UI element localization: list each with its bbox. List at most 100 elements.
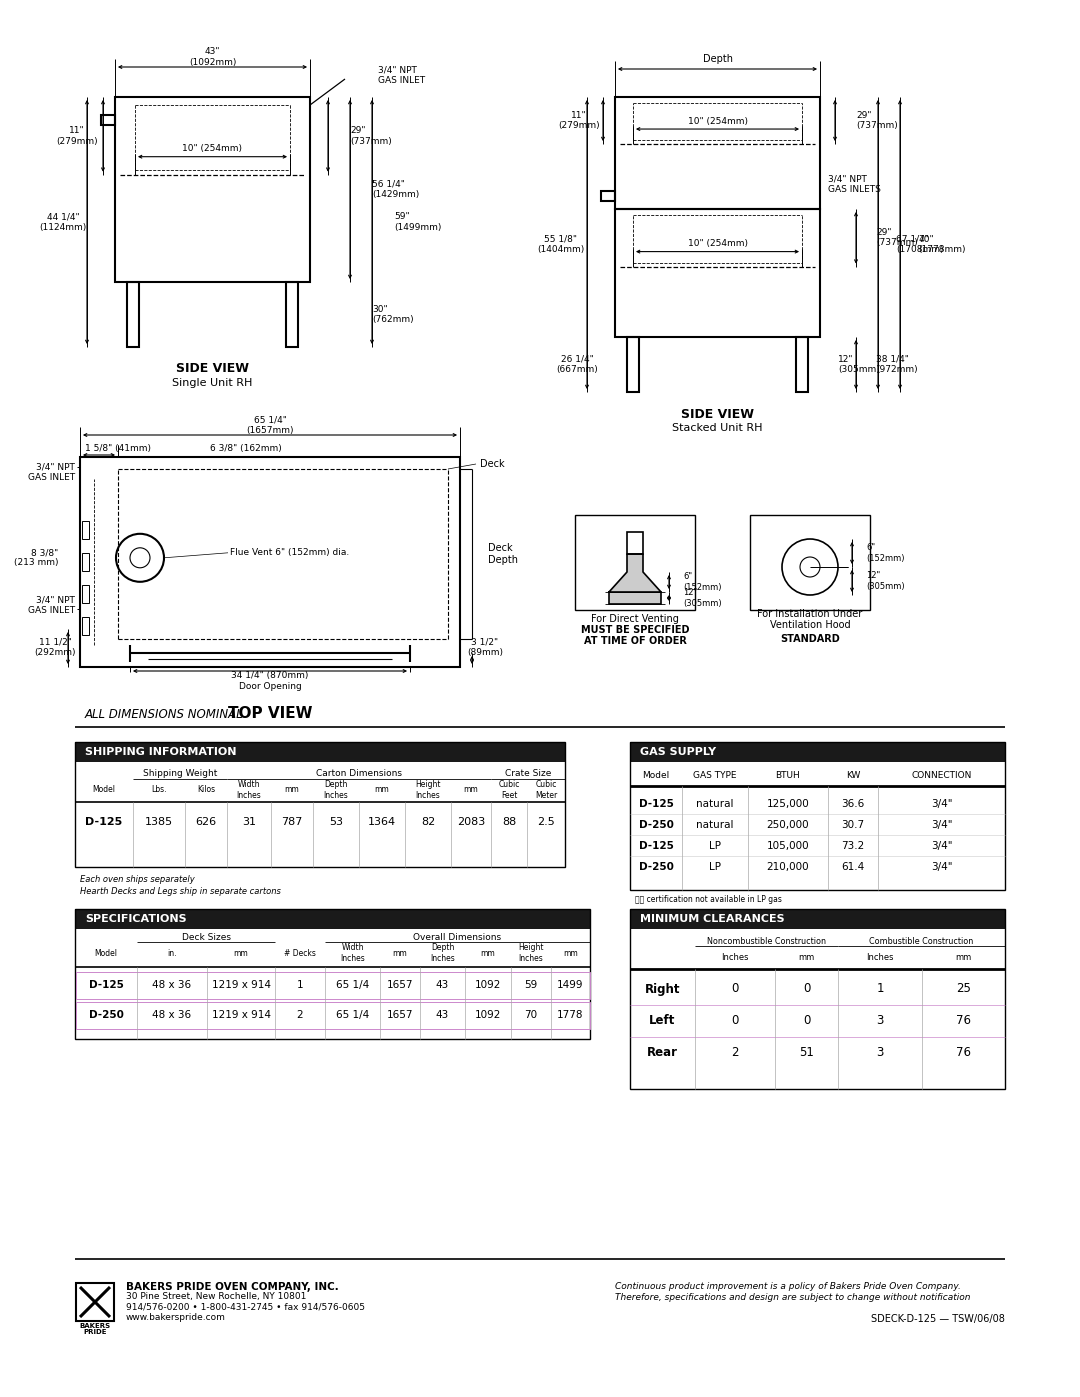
Text: 70"
(1778mm): 70" (1778mm) (918, 235, 966, 254)
Bar (75, 742, 565, 761)
Text: 48 x 36: 48 x 36 (152, 1010, 191, 1020)
Bar (630, 909, 1005, 1090)
Text: 8 3/8"
(213 mm): 8 3/8" (213 mm) (13, 548, 58, 567)
Text: 34 1/4" (870mm)
Door Opening: 34 1/4" (870mm) Door Opening (231, 672, 309, 690)
Text: KW: KW (846, 771, 860, 780)
Text: Model: Model (93, 785, 116, 795)
Text: 0: 0 (802, 1014, 810, 1028)
Text: SIDE VIEW: SIDE VIEW (176, 362, 249, 376)
Text: natural: natural (697, 799, 733, 809)
Text: Continuous product improvement is a policy of Bakers Pride Oven Company.
Therefo: Continuous product improvement is a poli… (615, 1282, 971, 1302)
Text: SHIPPING INFORMATION: SHIPPING INFORMATION (85, 747, 237, 757)
Text: Single Unit RH: Single Unit RH (173, 379, 253, 388)
Text: mm: mm (233, 949, 248, 957)
Text: 76: 76 (956, 1046, 971, 1059)
Bar (600, 191, 615, 201)
Text: D-125: D-125 (89, 981, 123, 990)
Text: 30 Pine Street, New Rochelle, NY 10801: 30 Pine Street, New Rochelle, NY 10801 (126, 1292, 307, 1302)
Text: Rear: Rear (647, 1046, 678, 1059)
Text: BTUH: BTUH (775, 771, 800, 780)
Text: 3: 3 (876, 1014, 883, 1028)
Text: 29"
(737mm): 29" (737mm) (876, 228, 918, 247)
Text: Model: Model (643, 771, 670, 780)
Text: 3/4" NPT
GAS INLETS: 3/4" NPT GAS INLETS (828, 175, 881, 194)
Text: Deck
Depth: Deck Depth (488, 543, 518, 564)
Text: D-250: D-250 (89, 1010, 123, 1020)
Text: LP: LP (708, 841, 721, 851)
Text: 787: 787 (281, 817, 302, 827)
Text: LP: LP (708, 862, 721, 872)
Text: 30"
(762mm): 30" (762mm) (372, 305, 414, 324)
Text: 10" (254mm): 10" (254mm) (688, 239, 747, 249)
Text: Depth
Inches: Depth Inches (430, 943, 455, 963)
Text: 1: 1 (876, 982, 883, 996)
Text: Noncombustible Construction: Noncombustible Construction (707, 936, 826, 946)
Bar (575, 514, 696, 609)
Text: 65 1/4"
(1657mm): 65 1/4" (1657mm) (246, 415, 294, 434)
Text: For Direct Venting: For Direct Venting (591, 615, 679, 624)
Text: 3 1/2"
(89mm): 3 1/2" (89mm) (467, 637, 503, 657)
Text: mm: mm (563, 949, 578, 957)
Text: Carton Dimensions: Carton Dimensions (316, 770, 402, 778)
Text: 67 1/4"
(1708mm): 67 1/4" (1708mm) (896, 235, 944, 254)
Text: 25: 25 (956, 982, 971, 996)
Text: 48 x 36: 48 x 36 (152, 981, 191, 990)
Text: mm: mm (375, 785, 390, 795)
Text: ⒸⒺ certification not available in LP gas: ⒸⒺ certification not available in LP gas (635, 895, 782, 904)
Bar (750, 514, 870, 609)
Text: SDECK-D-125 — TSW/06/08: SDECK-D-125 — TSW/06/08 (872, 1315, 1005, 1324)
Bar (80, 457, 460, 666)
Text: 11"
(279mm): 11" (279mm) (56, 126, 98, 145)
Text: 51: 51 (799, 1046, 814, 1059)
Text: SIDE VIEW: SIDE VIEW (681, 408, 754, 420)
Text: 1219 x 914: 1219 x 914 (212, 981, 270, 990)
Text: 59"
(1499mm): 59" (1499mm) (394, 212, 442, 232)
Text: Each oven ships separately: Each oven ships separately (80, 875, 194, 883)
Text: 3/4": 3/4" (931, 820, 953, 830)
Text: 3: 3 (876, 1046, 883, 1059)
Bar (76, 1002, 590, 1030)
Bar (796, 337, 808, 393)
Text: 0: 0 (731, 982, 739, 996)
Bar (82, 617, 89, 636)
Text: MUST BE SPECIFIED
AT TIME OF ORDER: MUST BE SPECIFIED AT TIME OF ORDER (581, 624, 689, 647)
Text: 6"
(152mm): 6" (152mm) (866, 543, 905, 563)
Text: 6 3/8" (162mm): 6 3/8" (162mm) (210, 444, 282, 454)
Text: www.bakerspride.com: www.bakerspride.com (126, 1313, 226, 1322)
Text: mm: mm (481, 949, 496, 957)
Text: 914/576-0200 • 1-800-431-2745 • fax 914/576-0605: 914/576-0200 • 1-800-431-2745 • fax 914/… (126, 1302, 365, 1312)
Text: 11"
(279mm): 11" (279mm) (558, 110, 599, 130)
Text: D-125: D-125 (85, 817, 123, 827)
Text: 125,000: 125,000 (767, 799, 809, 809)
Text: BAKERS
PRIDE: BAKERS PRIDE (80, 1323, 110, 1336)
Text: 43"
(1092mm): 43" (1092mm) (189, 47, 237, 67)
Text: 38 1/4"
(972mm): 38 1/4" (972mm) (876, 355, 918, 374)
Bar (114, 96, 310, 282)
Text: Inches: Inches (866, 953, 894, 961)
Text: 3/4": 3/4" (931, 841, 953, 851)
Text: Crate Size: Crate Size (504, 770, 551, 778)
Text: D-125: D-125 (638, 799, 674, 809)
Text: # Decks: # Decks (284, 949, 316, 957)
Text: Combustible Construction: Combustible Construction (869, 936, 974, 946)
Bar (75, 909, 590, 1039)
Bar (630, 742, 1005, 890)
Text: Deck: Deck (480, 460, 504, 469)
Text: MINIMUM CLEARANCES: MINIMUM CLEARANCES (640, 914, 785, 923)
Text: 10" (254mm): 10" (254mm) (688, 116, 747, 126)
Bar (75, 742, 565, 868)
Text: 43: 43 (436, 981, 449, 990)
Text: 1778: 1778 (557, 1010, 584, 1020)
Text: in.: in. (167, 949, 177, 957)
Bar (615, 96, 820, 210)
Text: STANDARD: STANDARD (780, 634, 840, 644)
Text: 3/4" NPT
GAS INLET: 3/4" NPT GAS INLET (28, 595, 75, 615)
Text: 30.7: 30.7 (841, 820, 865, 830)
Text: 82: 82 (421, 817, 435, 827)
Text: 65 1/4: 65 1/4 (336, 1010, 369, 1020)
Bar (627, 532, 643, 555)
Bar (127, 282, 139, 346)
Bar (76, 972, 590, 999)
Text: D-125: D-125 (638, 841, 674, 851)
Bar (630, 742, 1005, 761)
